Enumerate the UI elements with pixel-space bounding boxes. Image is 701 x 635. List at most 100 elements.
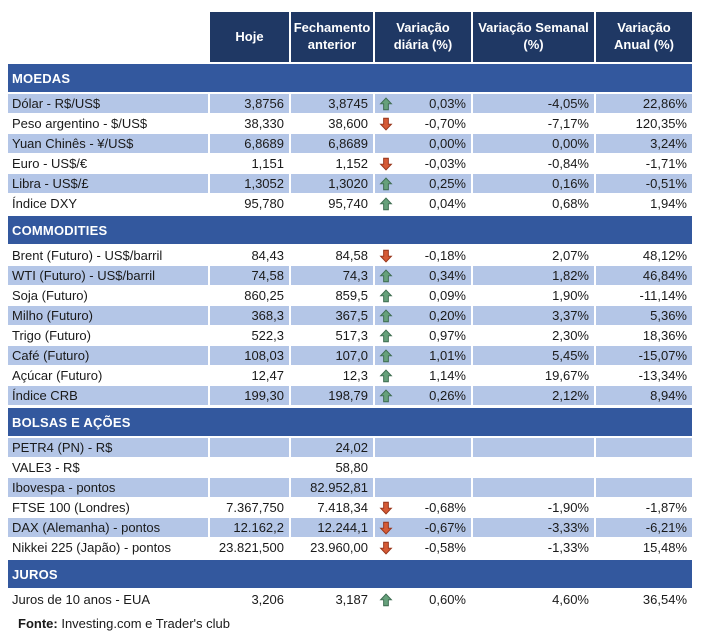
hoje-value: 1,151 — [210, 154, 291, 173]
section-rows-moedas: Dólar - R$/US$ 3,8756 3,8745 0,03% -4,05… — [8, 94, 692, 214]
instrument-label: PETR4 (PN) - R$ — [8, 438, 210, 457]
trend-arrow-icon — [377, 308, 394, 324]
hoje-value: 84,43 — [210, 246, 291, 265]
variacao-diaria-value: 1,01% — [429, 348, 466, 363]
table-row: PETR4 (PN) - R$ 24,02 — [8, 438, 692, 458]
instrument-label: Café (Futuro) — [8, 346, 210, 365]
instrument-label: Euro - US$/€ — [8, 154, 210, 173]
variacao-anual-value: 8,94% — [650, 388, 687, 403]
fechamento-anterior-value: 82.952,81 — [291, 478, 375, 497]
variacao-diaria-value: 0,26% — [429, 388, 466, 403]
table-row: WTI (Futuro) - US$/barril 74,58 74,3 0,3… — [8, 266, 692, 286]
trend-arrow-icon — [377, 96, 394, 112]
hoje-value: 7.367,750 — [210, 498, 291, 517]
variacao-anual-value: -15,07% — [638, 348, 687, 363]
instrument-label: Dólar - R$/US$ — [8, 94, 210, 113]
table-row: Ibovespa - pontos 82.952,81 — [8, 478, 692, 498]
variacao-diaria-value: -0,70% — [424, 116, 466, 131]
instrument-label: Índice CRB — [8, 386, 210, 405]
instrument-label: Nikkei 225 (Japão) - pontos — [8, 538, 210, 557]
hoje-value: 199,30 — [210, 386, 291, 405]
table-row: DAX (Alemanha) - pontos 12.162,2 12.244,… — [8, 518, 692, 538]
fechamento-anterior-value: 107,0 — [291, 346, 375, 365]
hoje-value: 6,8689 — [210, 134, 291, 153]
section-juros: JUROS Juros de 10 anos - EUA 3,206 3,187… — [8, 560, 692, 610]
section-header-moedas: MOEDAS — [8, 64, 692, 92]
variacao-diaria-cell: -0,70% — [375, 114, 473, 133]
trend-arrow-icon — [377, 480, 394, 496]
source-note: Fonte: Investing.com e Trader's club — [18, 616, 692, 631]
trend-arrow-icon — [377, 460, 394, 476]
trend-arrow-icon — [377, 520, 394, 536]
fechamento-anterior-value: 7.418,34 — [291, 498, 375, 517]
trend-arrow-icon — [377, 540, 394, 556]
fechamento-anterior-value: 12.244,1 — [291, 518, 375, 537]
variacao-diaria-value: 0,25% — [429, 176, 466, 191]
variacao-diaria-cell: 0,20% — [375, 306, 473, 325]
trend-arrow-icon — [377, 288, 394, 304]
section-rows-commodities: Brent (Futuro) - US$/barril 84,43 84,58 … — [8, 246, 692, 406]
variacao-semanal-value: -1,90% — [473, 498, 596, 517]
instrument-label: VALE3 - R$ — [8, 458, 210, 477]
hoje-value: 12,47 — [210, 366, 291, 385]
variacao-diaria-cell: 0,34% — [375, 266, 473, 285]
variacao-semanal-value: 0,68% — [473, 194, 596, 213]
instrument-label: Índice DXY — [8, 194, 210, 213]
hoje-value: 12.162,2 — [210, 518, 291, 537]
table-row: Libra - US$/£ 1,3052 1,3020 0,25% 0,16% … — [8, 174, 692, 194]
fechamento-anterior-value: 517,3 — [291, 326, 375, 345]
fechamento-anterior-value: 74,3 — [291, 266, 375, 285]
instrument-label: Açúcar (Futuro) — [8, 366, 210, 385]
variacao-anual-value: -1,87% — [645, 500, 687, 515]
fechamento-anterior-value: 6,8689 — [291, 134, 375, 153]
variacao-diaria-cell: 1,01% — [375, 346, 473, 365]
variacao-diaria-value: 0,34% — [429, 268, 466, 283]
variacao-diaria-cell — [375, 438, 473, 457]
fechamento-anterior-value: 24,02 — [291, 438, 375, 457]
trend-arrow-icon — [377, 248, 394, 264]
instrument-label: Trigo (Futuro) — [8, 326, 210, 345]
section-commodities: COMMODITIES Brent (Futuro) - US$/barril … — [8, 216, 692, 406]
variacao-diaria-cell: 0,97% — [375, 326, 473, 345]
variacao-diaria-cell: 0,60% — [375, 590, 473, 609]
column-header-variacao-semanal: Variação Semanal (%) — [473, 12, 596, 62]
variacao-semanal-value: -4,05% — [473, 94, 596, 113]
variacao-semanal-value: 2,07% — [473, 246, 596, 265]
fechamento-anterior-value: 12,3 — [291, 366, 375, 385]
variacao-diaria-value: 0,09% — [429, 288, 466, 303]
trend-arrow-icon — [377, 440, 394, 456]
hoje-value: 860,25 — [210, 286, 291, 305]
variacao-diaria-cell: 0,26% — [375, 386, 473, 405]
variacao-diaria-value: -0,67% — [424, 520, 466, 535]
variacao-diaria-cell: -0,58% — [375, 538, 473, 557]
instrument-label: Brent (Futuro) - US$/barril — [8, 246, 210, 265]
instrument-label: WTI (Futuro) - US$/barril — [8, 266, 210, 285]
variacao-anual-value: -0,51% — [645, 176, 687, 191]
variacao-diaria-cell — [375, 478, 473, 497]
variacao-semanal-value: 0,16% — [473, 174, 596, 193]
market-summary-table: Hoje Fechamento anterior Variação diária… — [8, 12, 692, 631]
section-rows-bolsas-e-acoes: PETR4 (PN) - R$ 24,02 VALE3 - R$ 58,80 I… — [8, 438, 692, 558]
variacao-diaria-cell: -0,68% — [375, 498, 473, 517]
table-row: Dólar - R$/US$ 3,8756 3,8745 0,03% -4,05… — [8, 94, 692, 114]
variacao-anual-value: 1,94% — [650, 196, 687, 211]
hoje-value — [210, 478, 291, 497]
section-header-commodities: COMMODITIES — [8, 216, 692, 244]
fechamento-anterior-value: 367,5 — [291, 306, 375, 325]
variacao-anual-value — [596, 458, 692, 477]
variacao-anual-value: 5,36% — [650, 308, 687, 323]
variacao-diaria-cell: -0,67% — [375, 518, 473, 537]
table-row: Yuan Chinês - ¥/US$ 6,8689 6,8689 0,00% … — [8, 134, 692, 154]
table-row: Peso argentino - $/US$ 38,330 38,600 -0,… — [8, 114, 692, 134]
trend-arrow-icon — [377, 328, 394, 344]
instrument-label: Ibovespa - pontos — [8, 478, 210, 497]
table-row: Milho (Futuro) 368,3 367,5 0,20% 3,37% 5… — [8, 306, 692, 326]
section-rows-juros: Juros de 10 anos - EUA 3,206 3,187 0,60%… — [8, 590, 692, 610]
variacao-anual-value: 46,84% — [642, 268, 687, 283]
source-label: Fonte: — [18, 616, 58, 631]
variacao-semanal-value: 1,82% — [473, 266, 596, 285]
instrument-label: Soja (Futuro) — [8, 286, 210, 305]
variacao-diaria-cell: -0,18% — [375, 246, 473, 265]
variacao-anual-value — [596, 438, 692, 457]
table-row: Café (Futuro) 108,03 107,0 1,01% 5,45% -… — [8, 346, 692, 366]
